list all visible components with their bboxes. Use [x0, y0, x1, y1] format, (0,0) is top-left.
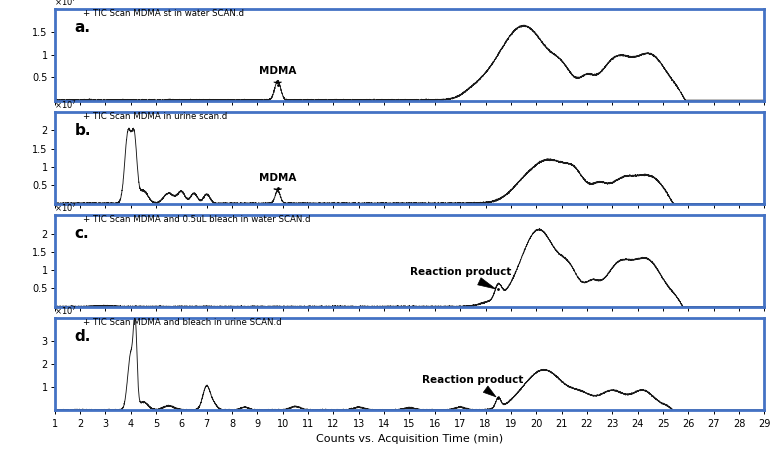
Text: + TIC Scan MDMA st in water SCAN.d: + TIC Scan MDMA st in water SCAN.d — [83, 9, 244, 18]
Text: Reaction product: Reaction product — [422, 375, 523, 397]
Text: Reaction product: Reaction product — [410, 267, 511, 289]
Text: b.: b. — [74, 123, 91, 138]
Text: MDMA: MDMA — [259, 66, 296, 84]
Text: $\times$10$^7$: $\times$10$^7$ — [54, 99, 77, 111]
Text: $\times$10$^7$: $\times$10$^7$ — [54, 305, 77, 318]
Text: d.: d. — [74, 329, 90, 345]
Text: a.: a. — [74, 20, 90, 35]
Text: $\times$10$^7$: $\times$10$^7$ — [54, 202, 77, 214]
Text: c.: c. — [74, 226, 89, 241]
X-axis label: Counts vs. Acquisition Time (min): Counts vs. Acquisition Time (min) — [316, 433, 503, 444]
Text: $\times$10$^7$: $\times$10$^7$ — [54, 0, 77, 8]
Text: + TIC Scan MDMA and bleach in urine SCAN.d: + TIC Scan MDMA and bleach in urine SCAN… — [83, 318, 282, 327]
Text: MDMA: MDMA — [259, 173, 296, 190]
Text: + TIC Scan MDMA in urine scan.d: + TIC Scan MDMA in urine scan.d — [83, 112, 227, 121]
Text: + TIC Scan MDMA and 0.5uL bleach in water SCAN.d: + TIC Scan MDMA and 0.5uL bleach in wate… — [83, 215, 310, 224]
